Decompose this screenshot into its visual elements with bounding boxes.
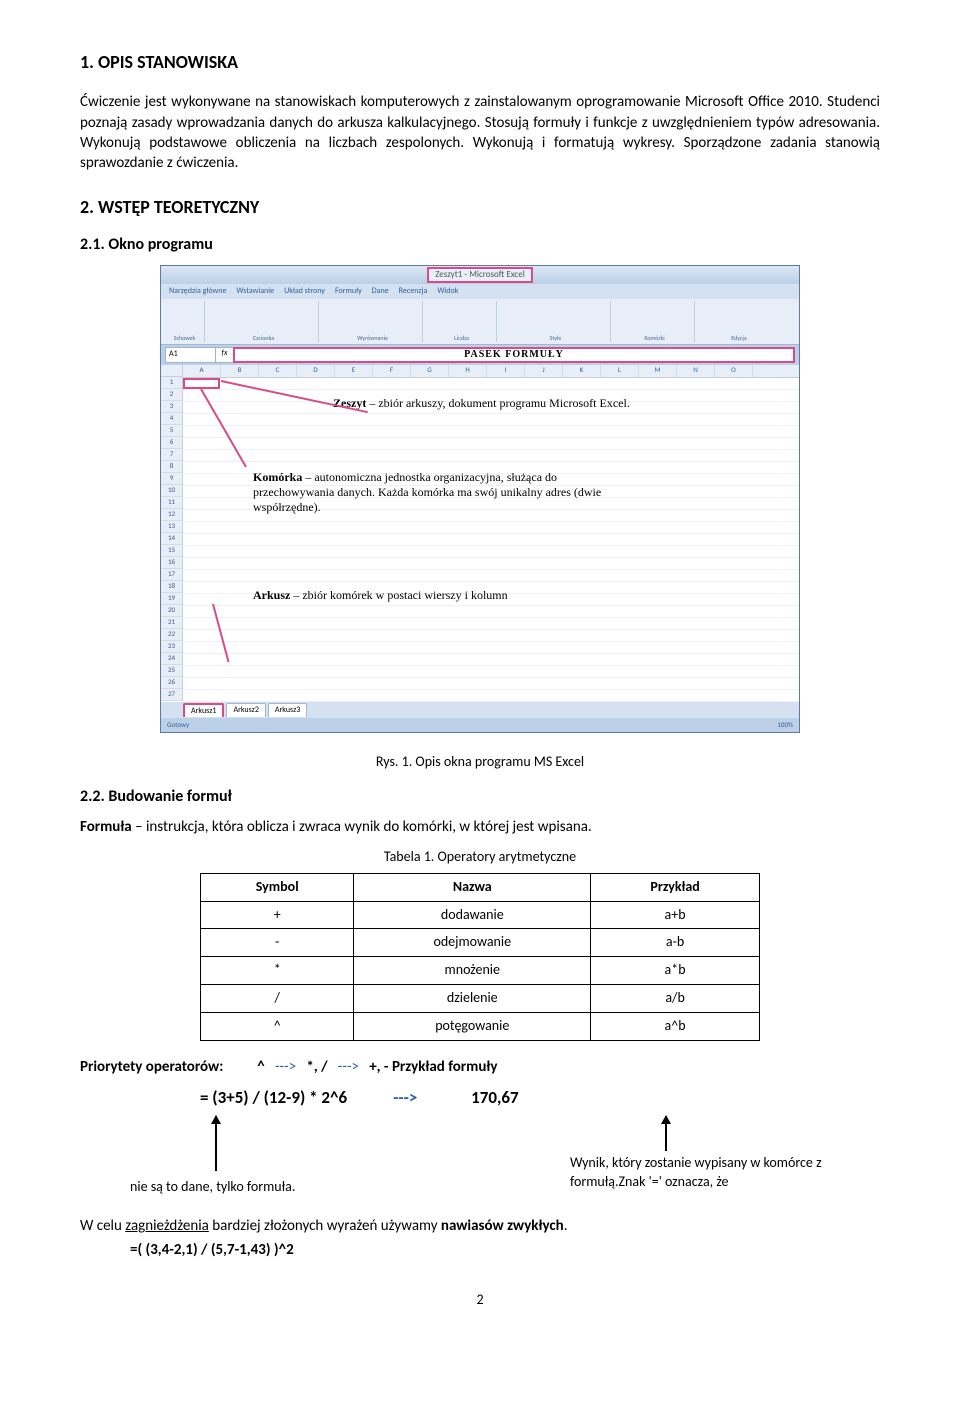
ribbon-tab: Formuły <box>335 286 362 297</box>
excel-title-text: Zeszyt1 - Microsoft Excel <box>427 267 533 283</box>
table-cell: a*b <box>591 957 760 985</box>
heading-2-2: 2.2. Budowanie formuł <box>80 786 880 808</box>
table-caption: Tabela 1. Operatory arytmetyczne <box>80 848 880 867</box>
arrow-line <box>200 388 247 467</box>
formula-bar-label: PASEK FORMUŁY <box>464 348 564 362</box>
table-cell: + <box>201 901 354 929</box>
table-cell: / <box>201 985 354 1013</box>
paragraph-formula-def: Formuła – instrukcja, która oblicza i zw… <box>80 817 880 837</box>
table-cell: ^ <box>201 1013 354 1041</box>
rib-group-label: Style <box>550 334 562 342</box>
heading-2: 2. WSTĘP TEORETYCZNY <box>80 195 880 219</box>
nested-paragraph: W celu zagnieżdżenia bardziej złożonych … <box>80 1216 880 1236</box>
table-cell: dzielenie <box>354 985 591 1013</box>
col-headers: ABCDEFGHIJKLMNO <box>183 365 799 378</box>
table-cell: - <box>201 929 354 957</box>
rib-group-label: Komórki <box>644 334 664 342</box>
grid-cells: Zeszyt – zbiór arkuszy, dokument program… <box>183 378 799 702</box>
sheet-tabs: Arkusz1 Arkusz2 Arkusz3 <box>161 702 799 718</box>
page-number: 2 <box>80 1291 880 1310</box>
nested-formula: =( (3,4-2,1) / (5,7-1,43) )^2 <box>130 1240 880 1260</box>
note-left: nie są to dane, tylko formuła. <box>130 1178 390 1197</box>
table-cell: a/b <box>591 985 760 1013</box>
heading-1: 1. OPIS STANOWISKA <box>80 50 880 74</box>
table-cell: mnożenie <box>354 957 591 985</box>
status-right: 100% <box>777 720 793 729</box>
arrow-line <box>212 604 229 662</box>
formula-input: PASEK FORMUŁY <box>233 347 795 363</box>
excel-ribbon: Schowek Czcionka Wyrównanie Liczba Style… <box>161 299 799 345</box>
operators-table: Symbol Nazwa Przykład +dodawaniea+b -odej… <box>200 873 760 1041</box>
sheet-tab: Arkusz3 <box>268 703 307 717</box>
th-symbol: Symbol <box>201 873 354 901</box>
table-cell: * <box>201 957 354 985</box>
ribbon-tab: Układ strony <box>284 286 325 297</box>
arrow-right <box>665 1116 667 1151</box>
table-cell: odejmowanie <box>354 929 591 957</box>
annot-arkusz: Arkusz – zbiór komórek w postaci wierszy… <box>253 588 673 603</box>
table-cell: a+b <box>591 901 760 929</box>
figure-caption: Rys. 1. Opis okna programu MS Excel <box>80 753 880 772</box>
priority-line: Priorytety operatorów: ^ ---> *, / ---> … <box>80 1057 880 1077</box>
annot-komorka: Komórka – autonomiczna jednostka organiz… <box>253 470 613 515</box>
row-headers: 1234567891011121314151617181920212223242… <box>161 377 183 701</box>
table-cell: potęgowanie <box>354 1013 591 1041</box>
rib-group-label: Schowek <box>174 334 196 342</box>
th-name: Nazwa <box>354 873 591 901</box>
formula-bar: A1 fx PASEK FORMUŁY <box>165 347 795 363</box>
table-cell: a-b <box>591 929 760 957</box>
excel-ribbon-tabs: Narzędzia główne Wstawianie Układ strony… <box>161 284 799 299</box>
status-bar: Gotowy 100% <box>161 718 799 732</box>
status-left: Gotowy <box>167 720 189 729</box>
rib-group-label: Czcionka <box>253 334 274 342</box>
ribbon-tab: Wstawianie <box>236 286 274 297</box>
arrow-annotations: nie są to dane, tylko formuła. Wynik, kt… <box>80 1116 880 1206</box>
sheet-tab: Arkusz1 <box>183 703 224 718</box>
excel-titlebar: Zeszyt1 - Microsoft Excel <box>161 266 799 284</box>
example-formula: = (3+5) / (12-9) * 2^6 ---> 170,67 <box>200 1087 880 1110</box>
sheet-area: 1234567891011121314151617181920212223242… <box>161 365 799 702</box>
ribbon-tab: Recenzja <box>399 286 428 297</box>
table-cell: dodawanie <box>354 901 591 929</box>
heading-2-1: 2.1. Okno programu <box>80 234 880 256</box>
rib-group-label: Edycja <box>731 334 746 342</box>
fx-icon: fx <box>216 348 234 362</box>
annot-zeszyt: Zeszyt – zbiór arkuszy, dokument program… <box>333 396 653 411</box>
rib-group-label: Wyrównanie <box>357 334 388 342</box>
ribbon-tab: Narzędzia główne <box>169 286 226 297</box>
note-right: Wynik, który zostanie wypisany w komórce… <box>570 1154 860 1192</box>
paragraph-intro: Ćwiczenie jest wykonywane na stanowiskac… <box>80 92 880 173</box>
ribbon-tab: Dane <box>372 286 389 297</box>
ribbon-tab: Widok <box>437 286 458 297</box>
excel-figure: Zeszyt1 - Microsoft Excel Narzędzia głów… <box>160 265 800 733</box>
name-box: A1 <box>166 348 216 362</box>
rib-group-label: Liczba <box>454 334 469 342</box>
arrow-left <box>215 1116 217 1171</box>
th-example: Przykład <box>591 873 760 901</box>
table-cell: a^b <box>591 1013 760 1041</box>
sheet-tab: Arkusz2 <box>226 703 265 717</box>
